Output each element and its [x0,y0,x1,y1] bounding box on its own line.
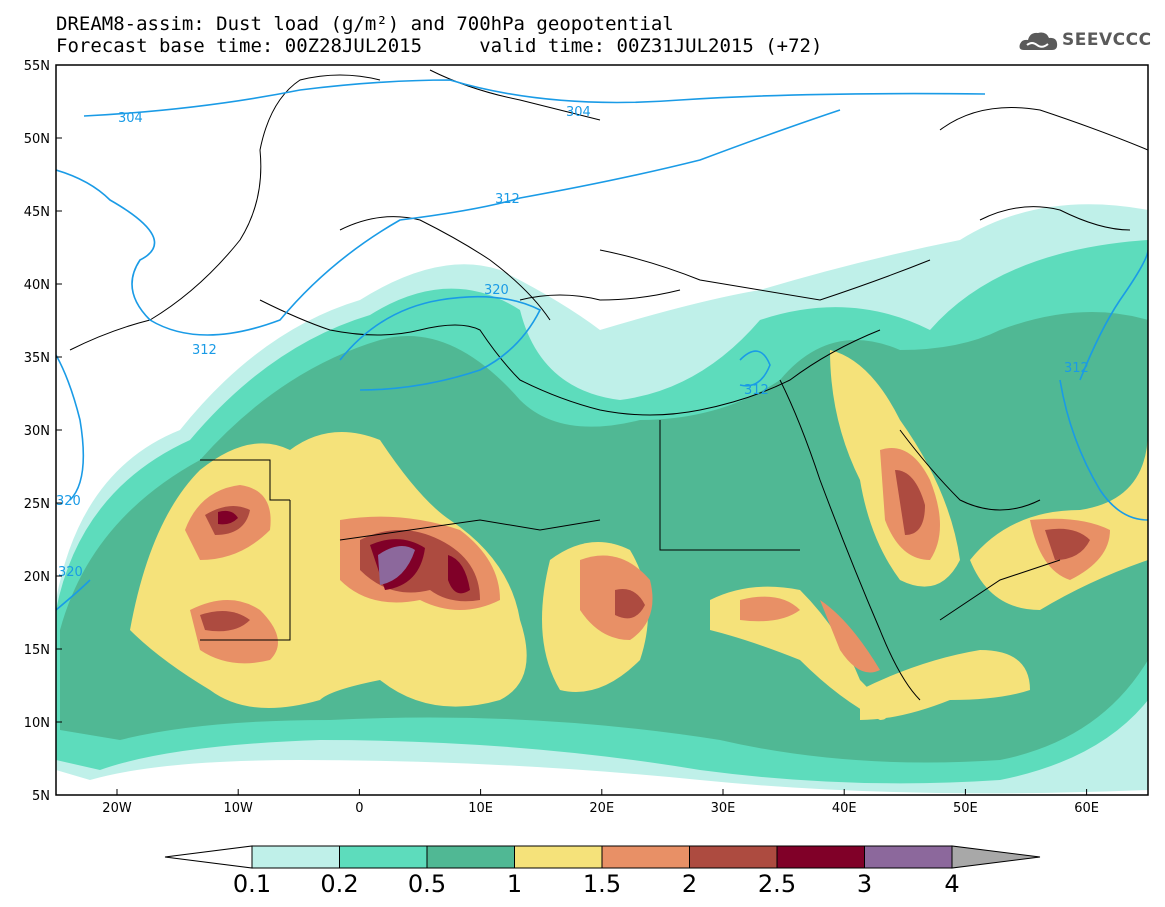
cloud-logo-icon [1019,32,1058,50]
lon-tick-label: 60E [1074,801,1099,816]
dust-band-2.5-mali [200,611,250,632]
colorbar-label: 0.2 [320,870,359,898]
dust-band-1.5-redsea [820,600,880,673]
colorbar-label: 2 [681,870,698,898]
lon-tick-label: 50E [953,801,978,816]
colorbar-label: 1 [506,870,523,898]
lon-tick-label: 10E [468,801,493,816]
lat-tick-label: 35N [24,351,50,366]
dust-band-3-west [218,510,238,525]
colorbar-label: 3 [856,870,873,898]
lon-tick-label: 0 [355,801,363,816]
logo-text: SEEVCCC [1062,30,1152,50]
lat-tick-label: 20N [24,570,50,585]
lon-tick-label: 10W [223,801,253,816]
colorbar-label: 1.5 [582,870,622,898]
seevccc-logo: SEEVCCC [1018,26,1158,56]
colorbar-label: 4 [944,870,960,898]
dust-band-2.5-arabia [895,470,925,535]
lat-tick-label: 5N [32,789,50,804]
dust-band-1-yemen [860,650,1030,720]
contour-label-312-west: 312 [192,343,217,358]
lat-tick-label: 40N [24,278,50,293]
lat-tick-label: 15N [24,643,50,658]
geopotential-contours [56,79,1148,611]
contour-label-320-west: 320 [56,494,81,509]
dust-load-fill [56,204,1148,794]
colorbar-swatch [251,845,340,869]
lon-tick-label: 20W [102,801,132,816]
colorbar-swatch [426,845,515,869]
colorbar-label: 0.1 [232,870,272,898]
lat-tick-label: 50N [24,132,50,147]
colorbar-label: 2.5 [757,870,797,898]
longitude-axis: 20W 10W 0 10E 20E 30E 40E 50E 60E [102,789,1099,816]
lat-tick-label: 55N [24,59,50,74]
contour-label-320-southwest: 320 [58,565,83,580]
dust-band-2.5-chad [615,589,645,619]
colorbar-under-triangle [164,845,253,869]
lat-tick-label: 30N [24,424,50,439]
map-title-line2: Forecast base time: 00Z28JUL2015 valid t… [56,35,823,57]
map-title-line1: DREAM8-assim: Dust load (g/m²) and 700hP… [56,13,674,35]
colorbar [164,845,1041,869]
contour-label-304-east: 304 [566,105,591,120]
lon-tick-label: 40E [832,801,857,816]
contour-label-312-north: 312 [495,192,520,207]
dust-band-1.5-sudan [740,596,800,622]
colorbar-swatch [514,845,603,869]
colorbar-swatch [864,845,953,869]
colorbar-swatch [339,845,428,869]
dust-band-4-central [378,546,415,585]
lat-tick-label: 45N [24,205,50,220]
contour-label-312-east: 312 [1064,361,1089,376]
dust-band-2.5-gulf [1045,528,1090,560]
latitude-axis: 55N 50N 45N 40N 35N 30N 25N 20N 15N 10N 5N [24,59,62,804]
contour-labels: 304 304 312 312 320 312 312 320 320 [56,105,1089,580]
colorbar-swatch [776,845,865,869]
contour-label-320-central: 320 [484,283,509,298]
lat-tick-label: 25N [24,497,50,512]
lon-tick-label: 20E [589,801,614,816]
lat-tick-label: 10N [24,716,50,731]
colorbar-label: 0.5 [407,870,447,898]
dust-band-3-niger [448,555,470,594]
contour-label-312-cyprus: 312 [744,383,769,398]
contour-label-304-west: 304 [118,111,143,126]
colorbar-swatch [689,845,778,869]
lon-tick-label: 30E [711,801,736,816]
colorbar-over-triangle [951,845,1041,869]
colorbar-swatch [601,845,690,869]
